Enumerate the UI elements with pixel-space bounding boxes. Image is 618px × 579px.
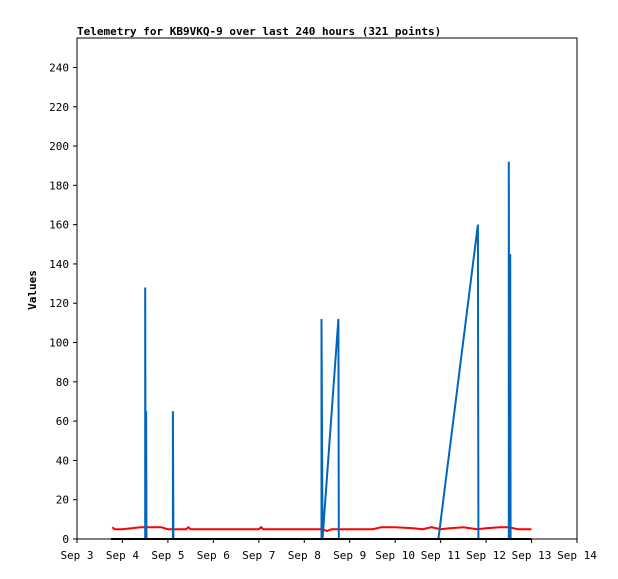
y-tick-label: 120 bbox=[49, 297, 69, 310]
y-axis: 0 20 40 60 80 100 120 140 160 180 200 220 240 bbox=[49, 61, 77, 546]
y-tick-label: 200 bbox=[49, 140, 69, 153]
y-tick-label: 40 bbox=[56, 454, 69, 467]
x-tick-label: Sep 4 bbox=[106, 549, 139, 562]
x-tick-label: Sep 14 bbox=[557, 549, 597, 562]
x-tick-label: Sep 12 bbox=[466, 549, 506, 562]
y-tick-label: 220 bbox=[49, 101, 69, 114]
y-tick-label: 180 bbox=[49, 179, 69, 192]
x-tick-label: Sep 9 bbox=[333, 549, 366, 562]
y-tick-label: 80 bbox=[56, 376, 69, 389]
x-tick-label: Sep 3 bbox=[60, 549, 93, 562]
y-tick-label: 240 bbox=[49, 61, 69, 74]
x-tick-label: Sep 8 bbox=[288, 549, 321, 562]
y-axis-label: Values bbox=[26, 270, 39, 310]
x-tick-label: Sep 5 bbox=[151, 549, 184, 562]
x-tick-label: Sep 10 bbox=[375, 549, 415, 562]
y-tick-label: 20 bbox=[56, 494, 69, 507]
x-axis: Sep 3 Sep 4 Sep 5 Sep 6 Sep 7 Sep 8 Sep 9 Sep 1… bbox=[60, 539, 597, 562]
series-line-1 bbox=[144, 161, 512, 540]
y-tick-label: 0 bbox=[62, 533, 69, 546]
y-tick-label: 160 bbox=[49, 219, 69, 232]
y-tick-label: 140 bbox=[49, 258, 69, 271]
y-tick-label: 100 bbox=[49, 337, 69, 350]
x-tick-label: Sep 11 bbox=[421, 549, 461, 562]
y-tick-label: 60 bbox=[56, 415, 69, 428]
x-tick-label: Sep 7 bbox=[242, 549, 275, 562]
x-tick-label: Sep 6 bbox=[197, 549, 230, 562]
x-tick-label: Sep 13 bbox=[512, 549, 552, 562]
series-layer bbox=[111, 161, 532, 540]
chart-title: Telemetry for KB9VKQ-9 over last 240 hou… bbox=[77, 25, 441, 38]
